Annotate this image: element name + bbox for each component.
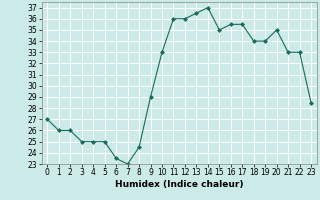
X-axis label: Humidex (Indice chaleur): Humidex (Indice chaleur) (115, 180, 244, 189)
